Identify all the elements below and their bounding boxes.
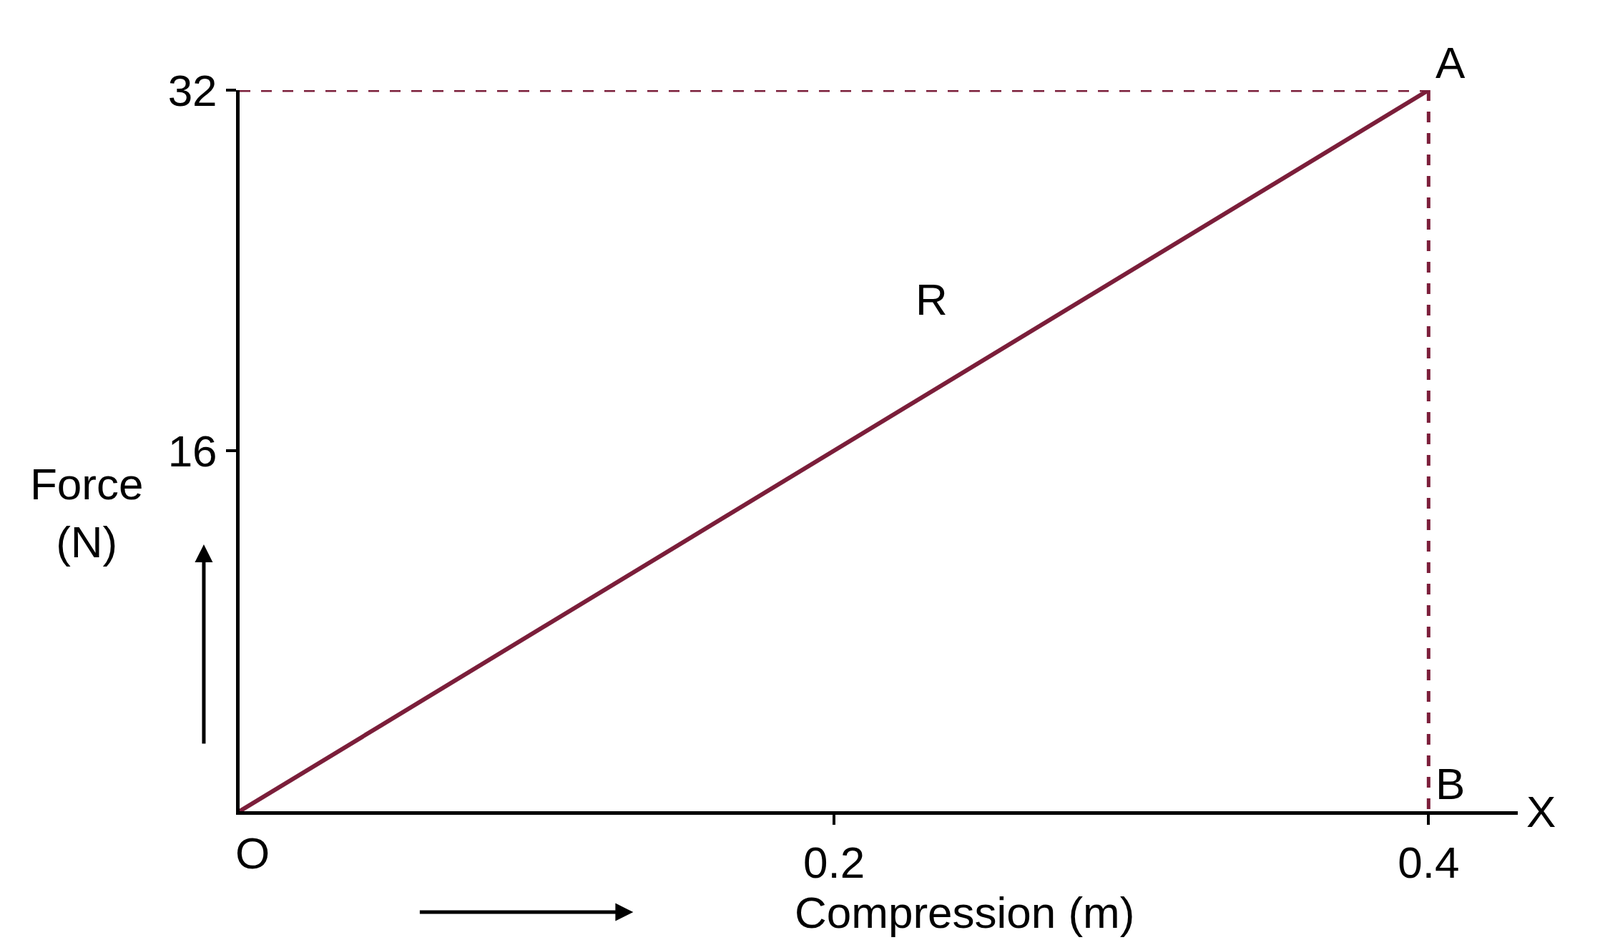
svg-text:X: X — [1526, 786, 1556, 837]
svg-text:16: 16 — [168, 426, 218, 476]
svg-text:Force(N): Force(N) — [30, 459, 144, 567]
svg-text:Compression (m): Compression (m) — [794, 887, 1135, 937]
svg-text:0.2: 0.2 — [803, 837, 865, 887]
svg-text:A: A — [1435, 37, 1466, 88]
svg-text:0.4: 0.4 — [1397, 837, 1460, 887]
svg-text:B: B — [1435, 758, 1465, 809]
svg-text:R: R — [915, 274, 948, 325]
svg-text:O: O — [235, 828, 270, 878]
svg-text:32: 32 — [168, 65, 218, 116]
